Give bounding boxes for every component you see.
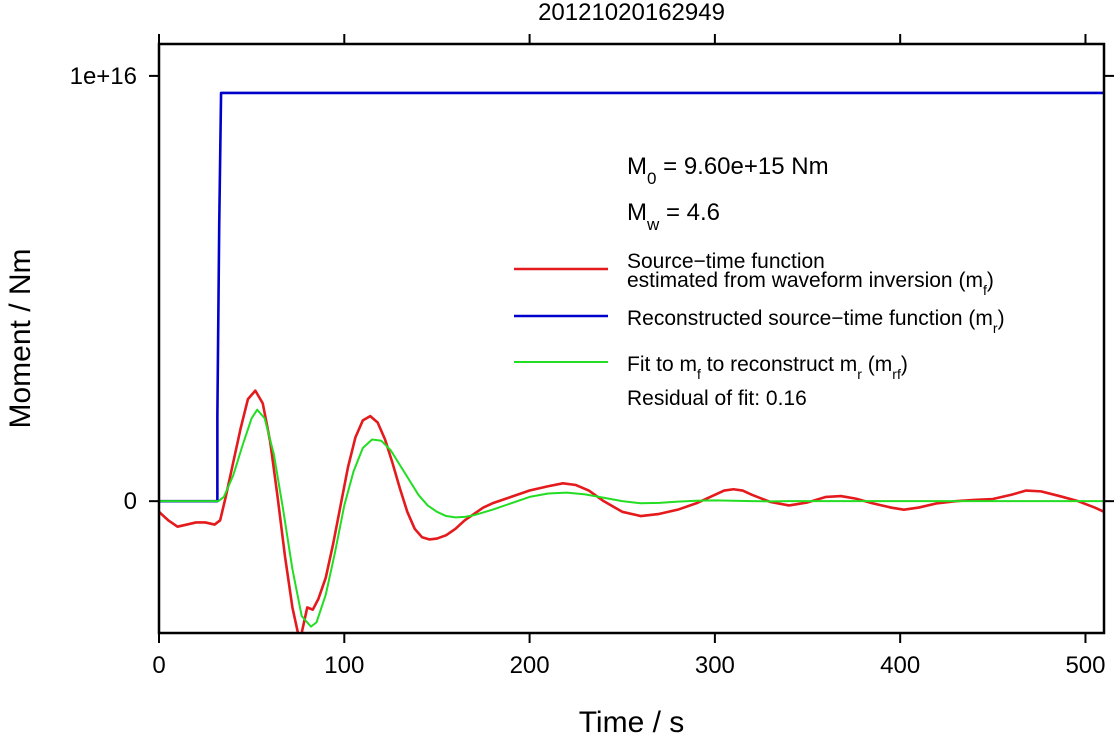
x-tick-label-1: 100	[324, 652, 364, 679]
magnitude-value: = 4.6	[659, 199, 720, 226]
magnitude-subscript: w	[646, 215, 660, 234]
magnitude-annotation: Mw = 4.6	[627, 199, 720, 234]
series-layer	[159, 91, 1104, 633]
chart-title: 20121020162949	[538, 0, 725, 26]
x-tick-label-4: 400	[880, 652, 920, 679]
legend-label-mf-line1: Source−time function	[627, 250, 825, 273]
moment-subscript: 0	[647, 169, 656, 188]
series-line-2	[159, 408, 1104, 628]
y-tick-label-0: 0	[124, 488, 137, 515]
x-tick-label-3: 300	[695, 652, 735, 679]
moment-value: = 9.60e+15 Nm	[656, 153, 828, 180]
magnitude-symbol: M	[627, 199, 647, 226]
x-tick-label-0: 0	[152, 652, 165, 679]
x-tick-label-5: 500	[1065, 652, 1105, 679]
x-axis-label: Time / s	[579, 706, 685, 734]
plot-frame	[157, 42, 1106, 635]
x-tick-label-2: 200	[510, 652, 550, 679]
ticks-layer: 0 100 200 300 400 500 0 1e+16	[70, 34, 1114, 679]
moment-annotation: M0 = 9.60e+15 Nm	[627, 153, 829, 188]
legend-label-mrf: Fit to mf to reconstruct mr (mrf)	[627, 353, 908, 382]
legend-label-mf-line2: estimated from waveform inversion (mf)	[627, 269, 994, 298]
y-axis-label: Moment / Nm	[4, 248, 37, 428]
legend: Source−time function estimated from wave…	[514, 250, 1005, 382]
legend-label-mr: Reconstructed source−time function (mr)	[627, 307, 1005, 336]
residual-annotation: Residual of fit: 0.16	[627, 387, 807, 410]
y-tick-label-1: 1e+16	[70, 63, 137, 90]
moment-symbol: M	[627, 153, 647, 180]
